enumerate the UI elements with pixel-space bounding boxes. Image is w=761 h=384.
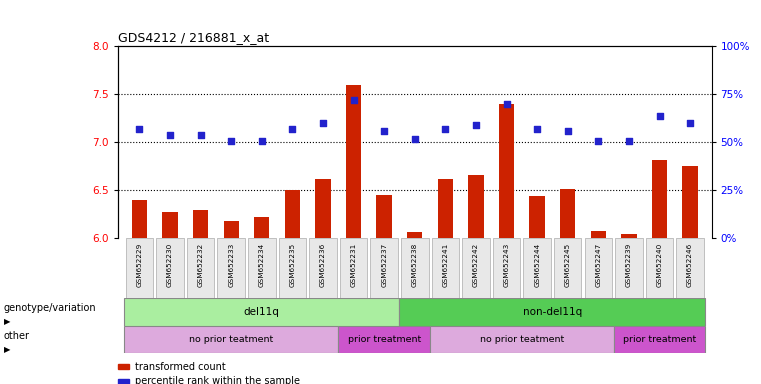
Bar [493,238,521,298]
Bar [652,160,667,238]
Bar [407,232,422,238]
Bar [400,298,705,326]
Bar [621,233,636,238]
Bar [285,190,300,238]
Bar [224,221,239,238]
Text: GSM652243: GSM652243 [504,243,510,288]
Text: GSM652236: GSM652236 [320,243,326,288]
Text: prior treatment: prior treatment [348,335,421,344]
Bar [124,326,338,353]
Text: percentile rank within the sample: percentile rank within the sample [135,376,300,384]
Text: del11q: del11q [244,307,280,317]
Bar [124,298,400,326]
Text: GSM652241: GSM652241 [442,243,448,288]
Text: transformed count: transformed count [135,362,225,372]
Text: genotype/variation: genotype/variation [4,303,97,313]
Bar [613,326,705,353]
Bar [530,196,545,238]
Bar [346,85,361,238]
Point [164,132,176,138]
Text: no prior teatment: no prior teatment [479,335,564,344]
Bar [279,238,306,298]
Text: other: other [4,331,30,341]
Point [133,126,145,132]
Text: GSM652233: GSM652233 [228,243,234,288]
Text: ▶: ▶ [4,344,11,354]
Point [286,126,298,132]
Bar [584,238,612,298]
Point [622,137,635,144]
Bar [646,238,673,298]
Text: prior treatment: prior treatment [623,335,696,344]
Point [684,120,696,126]
Bar [499,104,514,238]
Point [592,137,604,144]
Text: GSM652240: GSM652240 [657,243,663,288]
Point [409,136,421,142]
Bar [193,210,209,238]
Bar [554,238,581,298]
Text: GSM652246: GSM652246 [687,243,693,288]
Bar [524,238,551,298]
Point [378,128,390,134]
Text: ▶: ▶ [4,317,11,326]
Bar [430,326,613,353]
Text: GSM652245: GSM652245 [565,243,571,288]
Point [195,132,207,138]
Text: GSM652239: GSM652239 [626,243,632,288]
Bar [683,166,698,238]
Bar [377,195,392,238]
Bar [338,326,430,353]
Text: GSM652244: GSM652244 [534,243,540,288]
Text: GSM652237: GSM652237 [381,243,387,288]
Bar [677,238,704,298]
Point [531,126,543,132]
Point [317,120,329,126]
Point [562,128,574,134]
Bar [132,200,147,238]
Bar [156,238,183,298]
Text: GSM652238: GSM652238 [412,243,418,288]
Bar [371,238,398,298]
Bar [126,238,153,298]
Text: GSM652231: GSM652231 [351,243,357,288]
Bar [315,179,330,238]
Text: GSM652232: GSM652232 [198,243,203,288]
Bar [560,189,575,238]
Point [470,122,482,128]
Point [654,113,666,119]
Text: GDS4212 / 216881_x_at: GDS4212 / 216881_x_at [118,31,269,44]
Point [439,126,451,132]
Point [501,101,513,107]
Text: GSM652229: GSM652229 [136,243,142,288]
Bar [339,238,368,298]
Text: GSM652234: GSM652234 [259,243,265,288]
Bar [615,238,643,298]
Text: non-del11q: non-del11q [523,307,582,317]
Bar [186,238,215,298]
Text: no prior teatment: no prior teatment [189,335,273,344]
Bar [462,238,490,298]
Point [225,137,237,144]
Bar [401,238,428,298]
Text: GSM652242: GSM652242 [473,243,479,288]
Bar [591,231,606,238]
Point [256,137,268,144]
Bar [309,238,336,298]
Text: GSM652247: GSM652247 [595,243,601,288]
Text: GSM652230: GSM652230 [167,243,173,288]
Bar [468,175,483,238]
Bar [254,217,269,238]
Point [348,97,360,103]
Bar [431,238,459,298]
Bar [218,238,245,298]
Text: GSM652235: GSM652235 [289,243,295,288]
Bar [438,179,453,238]
Bar [162,212,177,238]
Bar [248,238,275,298]
